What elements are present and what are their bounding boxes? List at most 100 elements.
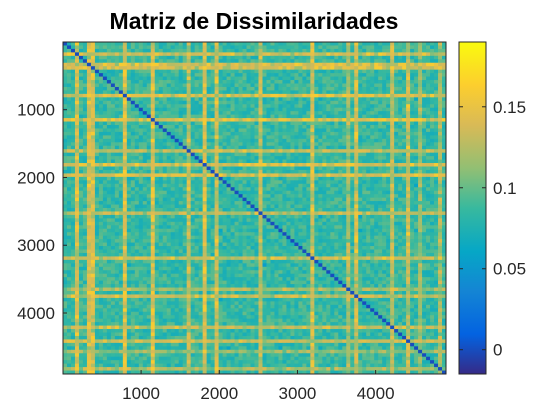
heatmap-cell (330, 135, 335, 140)
heatmap-cell (182, 59, 188, 64)
heatmap-cell (326, 208, 331, 212)
heatmap-cell (390, 118, 395, 122)
heatmap-cell (422, 55, 427, 60)
heatmap-cell (162, 131, 168, 136)
heatmap-cell (190, 152, 196, 157)
heatmap-cell (298, 118, 303, 122)
heatmap-cell (230, 149, 235, 154)
heatmap-cell (386, 118, 391, 122)
heatmap-cell (354, 166, 359, 171)
heatmap-cell (194, 45, 200, 50)
heatmap-cell (426, 197, 431, 202)
heatmap-cell (238, 62, 243, 67)
heatmap-cell (242, 80, 247, 84)
heatmap-cell (262, 42, 267, 46)
heatmap-cell (126, 218, 132, 223)
heatmap-cell (366, 183, 371, 188)
heatmap-cell (242, 176, 247, 181)
heatmap-cell (222, 211, 227, 216)
heatmap-cell (274, 187, 279, 192)
heatmap-cell (394, 86, 399, 91)
heatmap-cell (422, 45, 427, 50)
heatmap-cell (418, 142, 423, 147)
heatmap-cell (94, 121, 100, 126)
heatmap-cell (366, 69, 371, 74)
heatmap-cell (426, 55, 431, 60)
heatmap-cell (362, 52, 367, 57)
heatmap-cell (410, 218, 415, 223)
heatmap-cell (358, 156, 363, 160)
heatmap-cell (390, 42, 395, 46)
heatmap-cell (214, 149, 219, 154)
heatmap-cell (90, 152, 96, 157)
heatmap-cell (278, 107, 283, 112)
heatmap-cell (82, 218, 88, 223)
heatmap-cell (314, 201, 319, 205)
heatmap-cell (354, 90, 359, 95)
heatmap-cell (438, 138, 443, 143)
heatmap-cell (178, 45, 184, 50)
heatmap-cell (386, 214, 391, 219)
heatmap-cell (290, 135, 295, 140)
heatmap-cell (310, 48, 315, 53)
heatmap-cell (150, 204, 156, 209)
heatmap-cell (66, 90, 72, 95)
heatmap-cell (214, 156, 219, 160)
heatmap-cell (318, 173, 323, 178)
heatmap-cell (138, 138, 144, 143)
heatmap-cell (166, 100, 172, 105)
heatmap-cell (410, 156, 415, 160)
heatmap-cell (222, 173, 227, 178)
heatmap-cell (210, 176, 215, 181)
heatmap-cell (386, 55, 391, 60)
heatmap-cell (154, 190, 160, 195)
heatmap-cell (278, 55, 283, 60)
heatmap-cell (158, 104, 164, 109)
heatmap-cell (354, 125, 359, 129)
heatmap-cell (402, 62, 407, 67)
heatmap-cell (438, 62, 443, 67)
heatmap-cell (190, 142, 196, 147)
heatmap-cell (118, 176, 124, 181)
heatmap-cell (186, 214, 192, 219)
heatmap-cell (126, 163, 132, 167)
heatmap-cell (198, 152, 204, 157)
heatmap-cell (426, 93, 431, 98)
heatmap-cell (126, 131, 132, 136)
heatmap-cell (238, 80, 243, 84)
heatmap-cell (146, 48, 152, 53)
heatmap-cell (206, 59, 212, 64)
heatmap-cell (150, 59, 156, 64)
heatmap-cell (314, 69, 319, 74)
heatmap-cell (63, 118, 68, 122)
heatmap-cell (274, 121, 279, 126)
heatmap-cell (142, 83, 148, 88)
heatmap-cell (406, 66, 411, 71)
heatmap-cell (63, 218, 68, 223)
heatmap-cell (274, 42, 279, 46)
heatmap-cell (182, 135, 188, 140)
heatmap-cell (354, 121, 359, 126)
heatmap-cell (94, 204, 100, 209)
heatmap-cell (250, 135, 255, 140)
heatmap-cell (130, 52, 136, 57)
heatmap-cell (250, 194, 255, 199)
heatmap-cell (110, 76, 116, 81)
heatmap-cell (362, 201, 367, 205)
heatmap-cell (286, 93, 291, 98)
heatmap-cell (234, 45, 239, 50)
heatmap-cell (294, 201, 299, 205)
heatmap-cell (266, 183, 271, 188)
heatmap-cell (302, 149, 307, 154)
heatmap-cell (178, 149, 184, 154)
heatmap-cell (198, 187, 204, 192)
heatmap-cell (214, 201, 219, 205)
heatmap-cell (78, 69, 84, 74)
heatmap-cell (210, 152, 215, 157)
heatmap-cell (63, 208, 68, 212)
heatmap-cell (326, 149, 331, 154)
heatmap-cell (374, 107, 379, 112)
heatmap-cell (90, 201, 96, 205)
heatmap-cell (382, 159, 387, 164)
heatmap-cell (114, 69, 120, 74)
